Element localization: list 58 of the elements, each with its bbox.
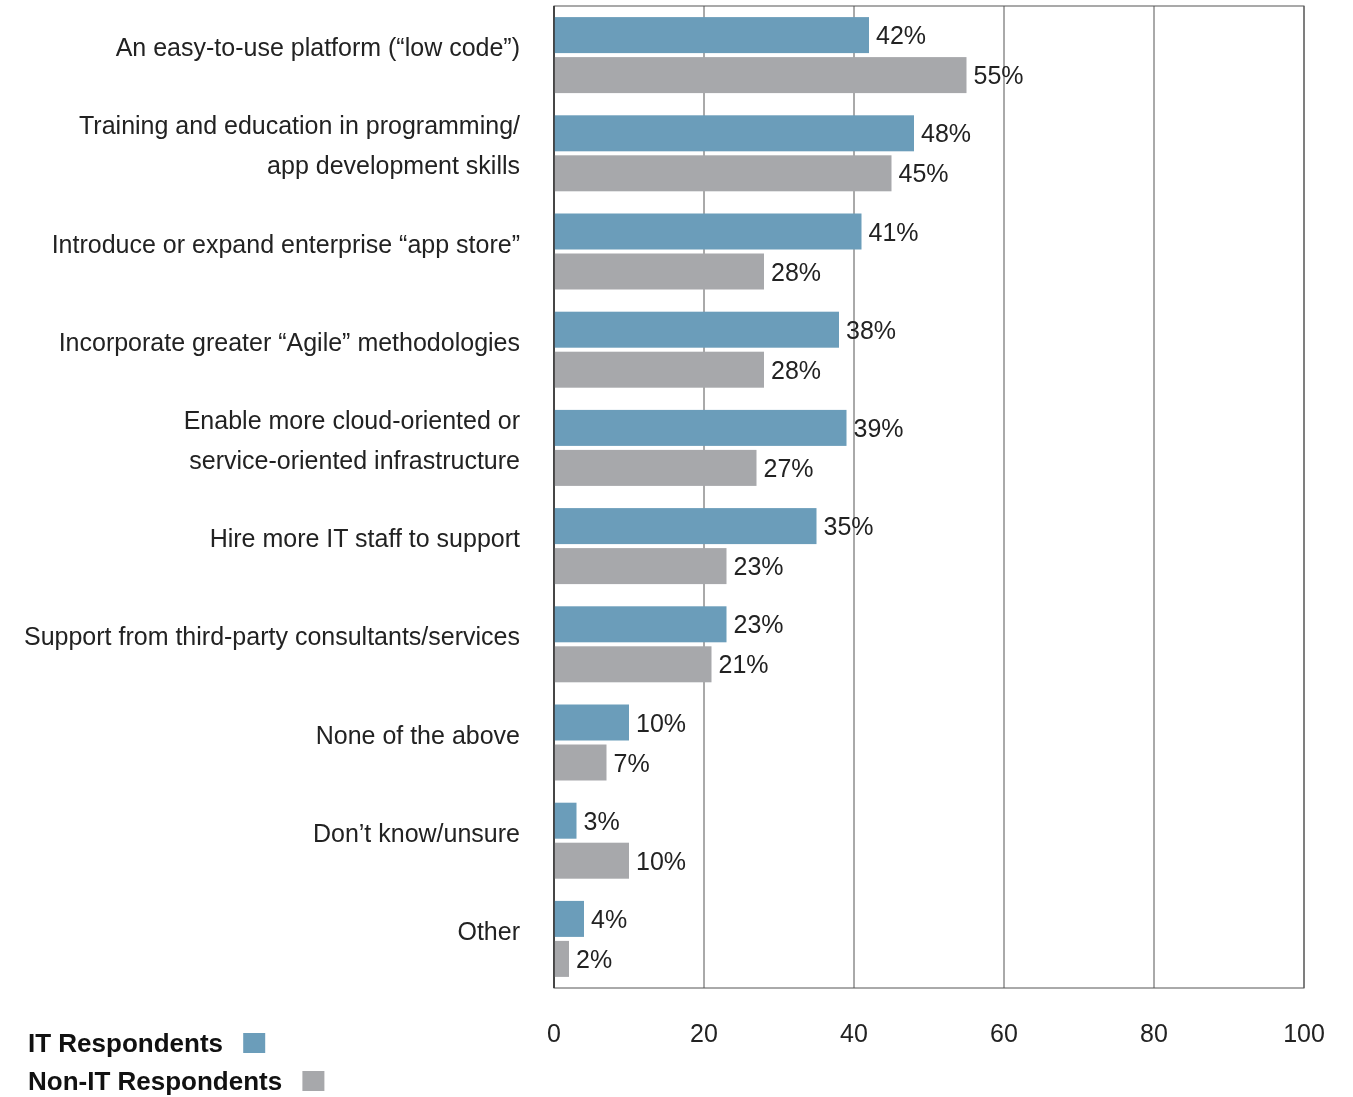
data-label: 2% xyxy=(576,944,613,973)
data-label: 41% xyxy=(868,217,919,246)
bar xyxy=(554,213,862,250)
bar xyxy=(554,409,847,446)
data-label: 48% xyxy=(921,119,972,148)
x-tick-label: 60 xyxy=(990,1019,1018,1047)
data-label: 38% xyxy=(846,315,897,344)
bar xyxy=(554,548,727,585)
bar xyxy=(554,744,607,781)
bar xyxy=(554,155,892,192)
data-label: 10% xyxy=(636,708,687,737)
x-tick-label: 100 xyxy=(1283,1019,1325,1047)
y-tick-label: An easy-to-use platform (“low code”) xyxy=(115,33,520,62)
bar xyxy=(554,900,584,937)
data-label: 4% xyxy=(591,904,628,933)
y-tick-label: None of the above xyxy=(315,720,520,749)
bar xyxy=(554,253,764,290)
x-tick-label: 80 xyxy=(1140,1019,1168,1047)
data-label: 21% xyxy=(718,650,769,679)
legend-label: IT Respondents xyxy=(28,1028,224,1058)
y-tick-label: Don’t know/unsure xyxy=(312,818,520,847)
bar xyxy=(554,351,764,388)
bar xyxy=(554,646,712,683)
y-tick-label: Enable more cloud-oriented or service-oriented infrastructure xyxy=(183,405,520,474)
y-tick-label: Other xyxy=(457,916,520,945)
bar xyxy=(554,508,817,545)
x-tick-label: 40 xyxy=(840,1019,868,1047)
x-tick-label: 20 xyxy=(690,1019,718,1047)
bar xyxy=(554,311,839,348)
data-label: 42% xyxy=(876,21,927,50)
bar xyxy=(554,449,757,486)
data-label: 45% xyxy=(898,159,949,188)
y-tick-label: Hire more IT staff to support xyxy=(209,524,521,553)
data-label: 28% xyxy=(771,355,822,384)
data-label: 27% xyxy=(763,453,814,482)
data-label: 28% xyxy=(771,257,822,286)
y-tick-label: Support from third-party consultants/services xyxy=(23,622,520,651)
bar xyxy=(554,940,569,977)
y-tick-label: Introduce or expand enterprise “app store” xyxy=(51,229,520,258)
data-label: 23% xyxy=(733,552,784,581)
legend-label: Non-IT Respondents xyxy=(28,1066,283,1096)
bar xyxy=(554,802,577,839)
data-label: 39% xyxy=(853,413,904,442)
data-label: 35% xyxy=(823,512,874,541)
bar xyxy=(554,115,914,152)
bar xyxy=(554,704,629,741)
bar xyxy=(554,842,629,879)
y-tick-label: Incorporate greater “Agile” methodologies xyxy=(58,327,520,356)
data-label: 7% xyxy=(613,748,650,777)
data-label: 55% xyxy=(973,61,1024,90)
data-label: 10% xyxy=(636,846,687,875)
data-label: 23% xyxy=(733,610,784,639)
bar xyxy=(554,606,727,643)
x-tick-label: 0 xyxy=(547,1019,561,1047)
bar xyxy=(554,17,869,54)
y-tick-label: Training and education in programming/ app development skills xyxy=(79,111,521,180)
bar xyxy=(554,57,967,94)
data-label: 3% xyxy=(583,806,620,835)
